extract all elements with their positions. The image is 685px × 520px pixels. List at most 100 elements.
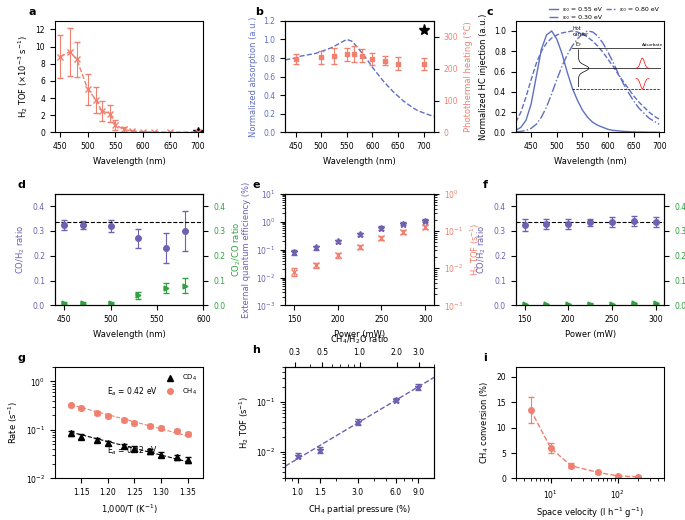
- Y-axis label: Photothermal heating (°C): Photothermal heating (°C): [464, 21, 473, 132]
- ε₀ = 0.80 eV: [516, 109, 525, 115]
- ε₀ = 0.55 eV: [650, 129, 658, 135]
- ε₀ = 0.30 eV: [537, 114, 545, 120]
- ε₀ = 0.30 eV: [532, 121, 540, 127]
- ε₀ = 0.55 eV: [645, 129, 653, 135]
- ε₀ = 0.80 eV: [522, 94, 530, 100]
- Text: b: b: [256, 7, 264, 17]
- ε₀ = 0.30 eV: [619, 81, 627, 87]
- X-axis label: Wavelength (nm): Wavelength (nm): [553, 157, 627, 166]
- ε₀ = 0.30 eV: [512, 129, 520, 135]
- ε₀ = 0.55 eV: [588, 119, 597, 125]
- X-axis label: Power (mW): Power (mW): [334, 330, 385, 339]
- ε₀ = 0.55 eV: [537, 46, 545, 53]
- ε₀ = 0.30 eV: [516, 128, 525, 135]
- ε₀ = 0.80 eV: [512, 119, 520, 125]
- ε₀ = 0.55 eV: [599, 124, 607, 131]
- Y-axis label: CH$_4$ conversion (%): CH$_4$ conversion (%): [478, 381, 491, 464]
- ε₀ = 0.55 eV: [619, 128, 627, 135]
- ε₀ = 0.80 eV: [656, 116, 664, 122]
- ε₀ = 0.80 eV: [537, 48, 545, 55]
- ε₀ = 0.30 eV: [609, 59, 617, 66]
- Text: g: g: [18, 353, 25, 363]
- ε₀ = 0.80 eV: [588, 38, 597, 44]
- ε₀ = 0.30 eV: [599, 40, 607, 46]
- X-axis label: Wavelength (nm): Wavelength (nm): [92, 157, 166, 166]
- Line: ε₀ = 0.80 eV: ε₀ = 0.80 eV: [516, 31, 660, 122]
- Y-axis label: CO/H$_2$ ratio: CO/H$_2$ ratio: [476, 225, 488, 274]
- X-axis label: 1,000/T (K$^{-1}$): 1,000/T (K$^{-1}$): [101, 503, 158, 516]
- ε₀ = 0.80 eV: [547, 35, 556, 41]
- ε₀ = 0.55 eV: [594, 122, 602, 128]
- ε₀ = 0.55 eV: [578, 107, 586, 113]
- X-axis label: Space velocity (l h$^{-1}$ g$^{-1}$): Space velocity (l h$^{-1}$ g$^{-1}$): [536, 506, 644, 520]
- Text: e: e: [253, 180, 260, 190]
- Y-axis label: H$_2$ TOF (s$^{-1}$): H$_2$ TOF (s$^{-1}$): [237, 396, 251, 449]
- ε₀ = 0.80 eV: [650, 113, 658, 119]
- X-axis label: CH$_4$ partial pressure (%): CH$_4$ partial pressure (%): [308, 503, 412, 516]
- ε₀ = 0.55 eV: [625, 128, 633, 135]
- ε₀ = 0.30 eV: [630, 98, 638, 104]
- ε₀ = 0.80 eV: [553, 32, 561, 38]
- ε₀ = 0.80 eV: [578, 31, 586, 37]
- ε₀ = 0.55 eV: [516, 124, 525, 131]
- ε₀ = 0.30 eV: [568, 43, 576, 49]
- ε₀ = 0.55 eV: [558, 50, 566, 56]
- ε₀ = 0.55 eV: [584, 114, 592, 120]
- Text: a: a: [28, 7, 36, 17]
- ε₀ = 0.30 eV: [604, 49, 612, 55]
- ε₀ = 0.55 eV: [563, 69, 571, 75]
- Text: E$_a$ = 0.42 eV: E$_a$ = 0.42 eV: [107, 386, 158, 398]
- Line: ε₀ = 0.55 eV: ε₀ = 0.55 eV: [516, 31, 660, 132]
- ε₀ = 0.55 eV: [547, 28, 556, 34]
- ε₀ = 0.80 eV: [568, 28, 576, 34]
- ε₀ = 0.80 eV: [630, 93, 638, 99]
- X-axis label: Wavelength (nm): Wavelength (nm): [323, 157, 396, 166]
- ε₀ = 0.55 eV: [553, 36, 561, 42]
- ε₀ = 0.55 eV: [656, 129, 664, 135]
- ε₀ = 0.80 eV: [594, 43, 602, 49]
- ε₀ = 0.80 eV: [543, 40, 551, 46]
- ε₀ = 0.80 eV: [573, 29, 582, 35]
- Y-axis label: External quantum efficiency (%): External quantum efficiency (%): [242, 181, 251, 318]
- ε₀ = 0.30 eV: [527, 125, 535, 132]
- Line: ε₀ = 0.30 eV: ε₀ = 0.30 eV: [516, 31, 660, 132]
- ε₀ = 0.55 eV: [543, 32, 551, 38]
- ε₀ = 0.30 eV: [588, 29, 597, 35]
- Text: h: h: [253, 345, 260, 355]
- Text: f: f: [483, 180, 488, 190]
- Legend: ε₀ = 0.55 eV, ε₀ = 0.30 eV, ε₀ = 0.80 eV: ε₀ = 0.55 eV, ε₀ = 0.30 eV, ε₀ = 0.80 eV: [547, 4, 661, 23]
- ε₀ = 0.80 eV: [614, 71, 623, 77]
- ε₀ = 0.30 eV: [584, 28, 592, 34]
- Text: d: d: [18, 180, 25, 190]
- ε₀ = 0.30 eV: [558, 63, 566, 70]
- ε₀ = 0.55 eV: [635, 129, 643, 135]
- ε₀ = 0.55 eV: [609, 127, 617, 134]
- ε₀ = 0.30 eV: [645, 115, 653, 121]
- ε₀ = 0.80 eV: [640, 104, 648, 110]
- ε₀ = 0.55 eV: [640, 129, 648, 135]
- Text: c: c: [486, 7, 493, 17]
- ε₀ = 0.30 eV: [635, 105, 643, 111]
- ε₀ = 0.55 eV: [512, 127, 520, 134]
- ε₀ = 0.80 eV: [645, 109, 653, 115]
- ε₀ = 0.80 eV: [609, 63, 617, 70]
- ε₀ = 0.55 eV: [522, 117, 530, 123]
- ε₀ = 0.80 eV: [635, 99, 643, 105]
- Text: i: i: [483, 353, 487, 363]
- Y-axis label: Normalized absorption (a.u.): Normalized absorption (a.u.): [249, 17, 258, 137]
- ε₀ = 0.55 eV: [527, 101, 535, 107]
- ε₀ = 0.30 eV: [522, 127, 530, 134]
- ε₀ = 0.30 eV: [578, 31, 586, 37]
- ε₀ = 0.30 eV: [547, 90, 556, 97]
- Y-axis label: CO/H$_2$ ratio: CO/H$_2$ ratio: [15, 225, 27, 274]
- ε₀ = 0.55 eV: [604, 126, 612, 133]
- ε₀ = 0.55 eV: [630, 129, 638, 135]
- Y-axis label: Rate (s$^{-1}$): Rate (s$^{-1}$): [7, 401, 21, 444]
- ε₀ = 0.80 eV: [604, 56, 612, 62]
- ε₀ = 0.30 eV: [656, 121, 664, 127]
- ε₀ = 0.80 eV: [532, 60, 540, 67]
- ε₀ = 0.80 eV: [619, 79, 627, 85]
- X-axis label: Wavelength (nm): Wavelength (nm): [92, 330, 166, 339]
- Legend: CD$_4$, CH$_4$: CD$_4$, CH$_4$: [160, 370, 200, 400]
- ε₀ = 0.80 eV: [527, 76, 535, 83]
